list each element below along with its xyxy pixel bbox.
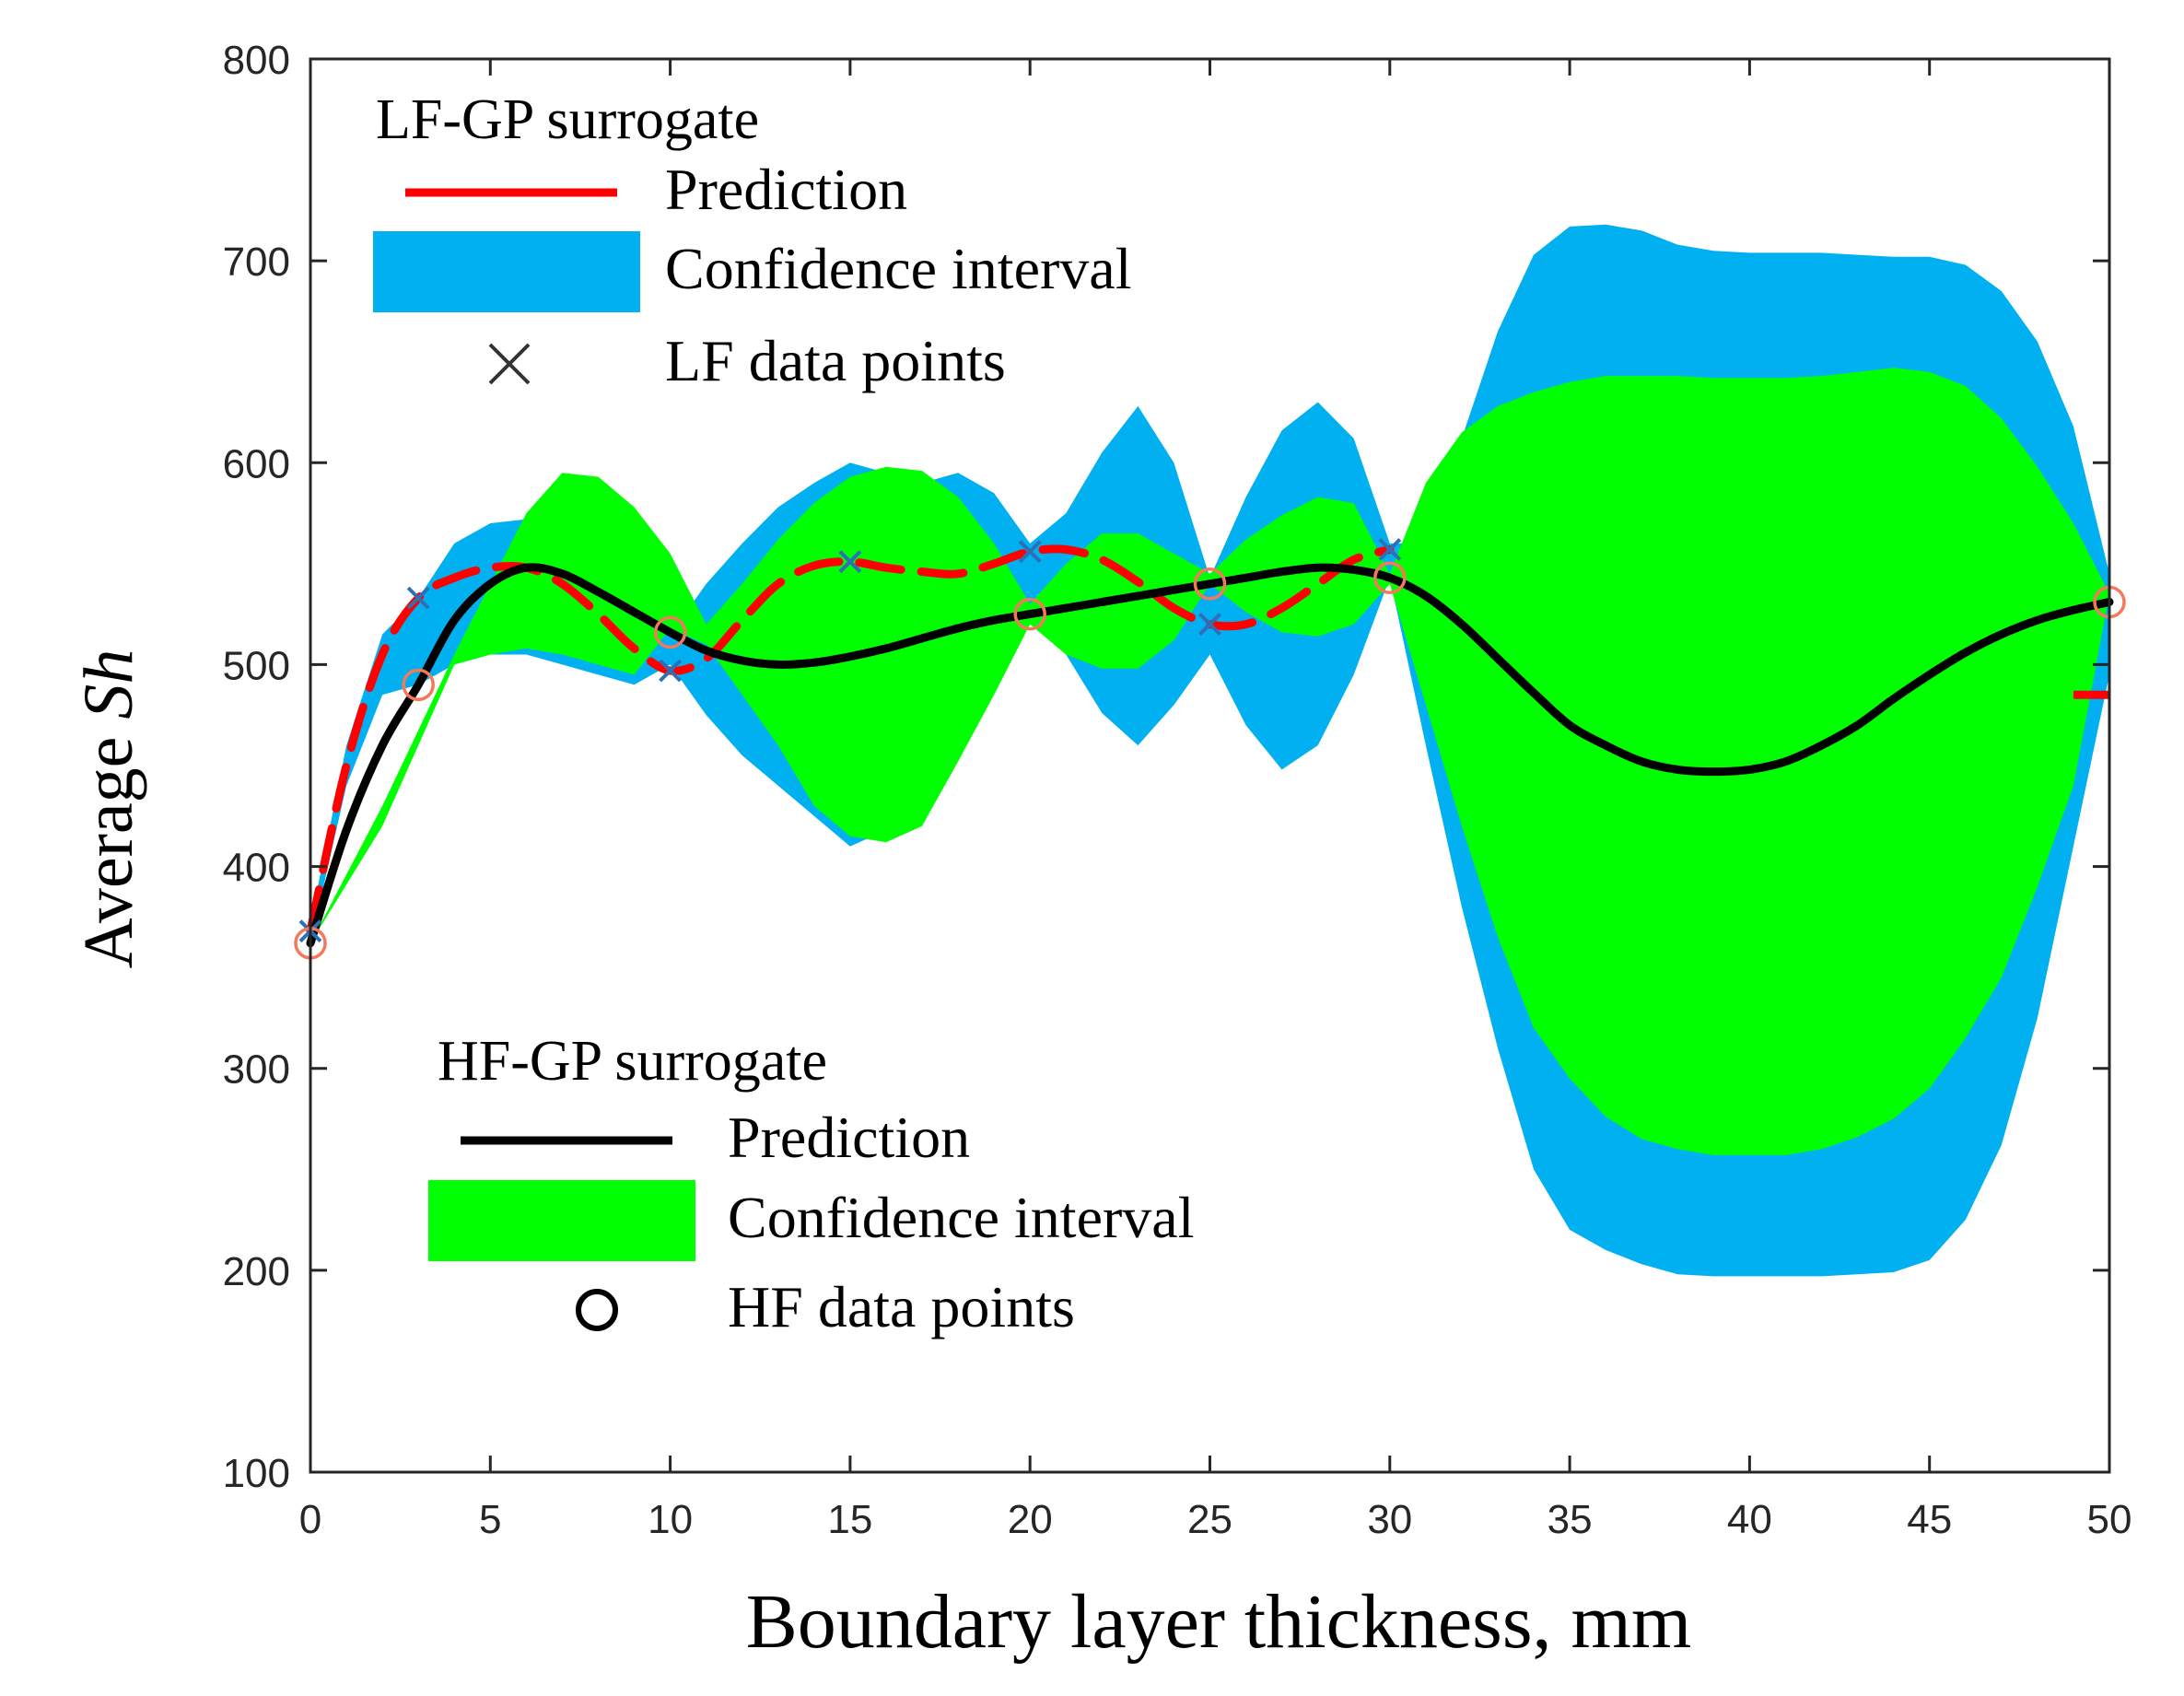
axis-ticks: 0 5 10 15 20 25 30 35 40 45 50 100 200 300 400 500 600 70… (223, 38, 2132, 1542)
lf-data-point (406, 586, 430, 610)
x-tick-label: 50 (2087, 1497, 2132, 1542)
x-tick-label: 30 (1367, 1497, 1412, 1542)
legend-title: HF-GP surrogate (438, 1030, 827, 1093)
y-tick-label: 200 (223, 1249, 290, 1294)
y-tick-label: 700 (223, 240, 290, 285)
legend-entry-label: HF data points (728, 1274, 1075, 1339)
hf-data-point (1373, 561, 1407, 594)
y-tick-label: 800 (223, 38, 290, 83)
lf-prediction-line (306, 544, 1395, 936)
hf-data-point (402, 668, 435, 702)
x-tick-label: 5 (479, 1497, 501, 1542)
x-tick-label: 15 (827, 1497, 872, 1542)
legend-circle-marker (576, 1289, 618, 1331)
legend-entry-label: Prediction (728, 1105, 970, 1170)
legend-entry-label: LF data points (665, 328, 1006, 393)
y-tick-label: 400 (223, 846, 290, 891)
x-tick-label: 35 (1547, 1497, 1593, 1542)
legend-x-marker (488, 343, 531, 385)
y-axis-label-symbol: Sh (70, 649, 147, 719)
y-tick-label: 300 (223, 1047, 290, 1093)
y-axis-label-text: Average (70, 719, 147, 969)
x-tick-label: 10 (648, 1497, 693, 1542)
legend-entry-label: Confidence interval (728, 1185, 1194, 1250)
lf-data-point (659, 659, 683, 683)
y-tick-label: 100 (223, 1451, 290, 1496)
x-tick-label: 0 (299, 1497, 321, 1542)
x-axis-label: Boundary layer thickness, mm (746, 1579, 1691, 1665)
x-tick-label: 45 (1907, 1497, 1952, 1542)
legend-entry-label: Confidence interval (665, 236, 1131, 301)
legend-title: LF-GP surrogate (376, 88, 759, 151)
legend-patch-swatch (428, 1180, 695, 1261)
x-tick-label: 25 (1187, 1497, 1232, 1542)
legend-patch-swatch (373, 231, 640, 312)
hf-confidence-band (310, 368, 2109, 1155)
plot-area (294, 224, 2126, 1277)
lf-data-point (1378, 538, 1402, 561)
hf-data-point (1013, 597, 1046, 631)
x-tick-label: 20 (1008, 1497, 1053, 1542)
lf-data-point (838, 550, 862, 574)
lf-data-point (1198, 613, 1221, 637)
y-tick-label: 500 (223, 643, 290, 688)
x-tick-label: 40 (1727, 1497, 1772, 1542)
lf-data-point (1018, 540, 1042, 564)
legend-entry-label: Prediction (665, 157, 907, 222)
hf-data-point (653, 615, 687, 649)
y-axis-label: Average Sh (70, 649, 147, 969)
hf-data-point (1193, 567, 1227, 601)
y-tick-label: 600 (223, 441, 290, 486)
